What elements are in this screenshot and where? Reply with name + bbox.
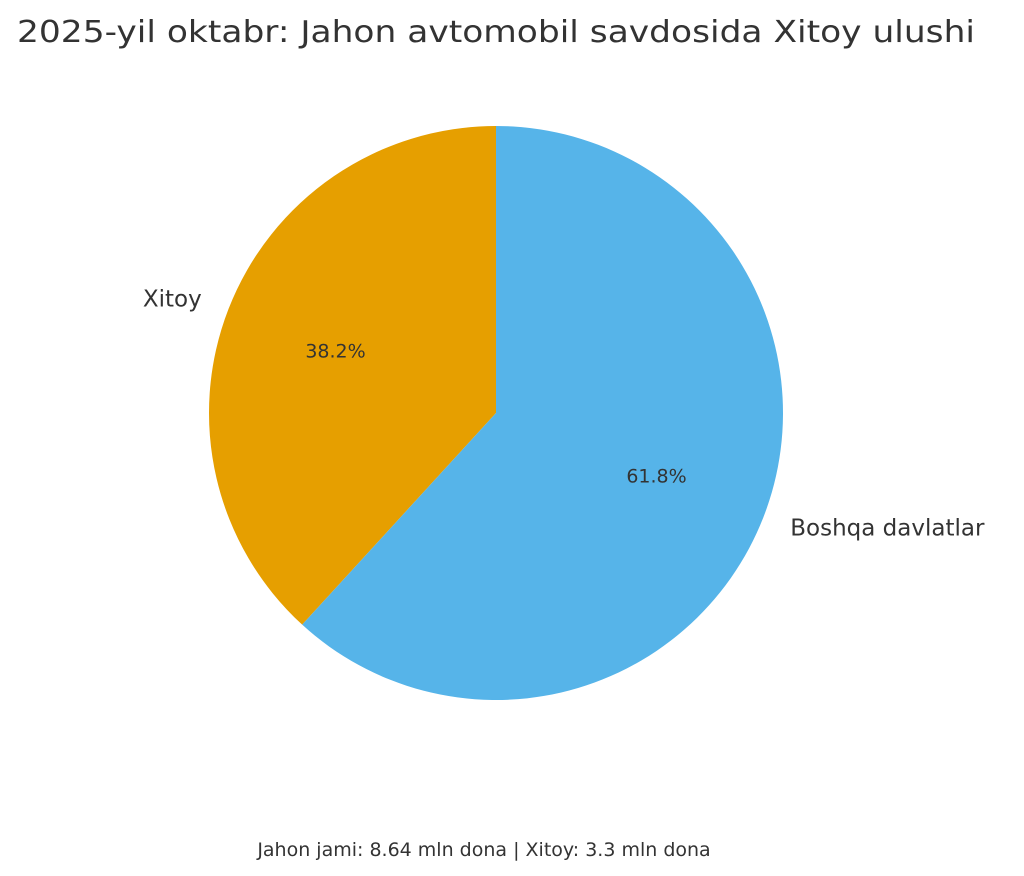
pie-slice-1	[302, 126, 783, 700]
chart-title: 2025-yil oktabr: Jahon avtomobil savdosi…	[17, 15, 975, 50]
slice-percent-label: 61.8%	[626, 465, 686, 487]
chart-footnote: Jahon jami: 8.64 mln dona | Xitoy: 3.3 m…	[256, 839, 710, 861]
slice-category-label: Boshqa davlatlar	[790, 515, 985, 541]
slice-category-label: Xitoy	[143, 287, 202, 313]
pie-slice-0	[208, 126, 496, 625]
slice-percent-label: 38.2%	[305, 341, 365, 363]
